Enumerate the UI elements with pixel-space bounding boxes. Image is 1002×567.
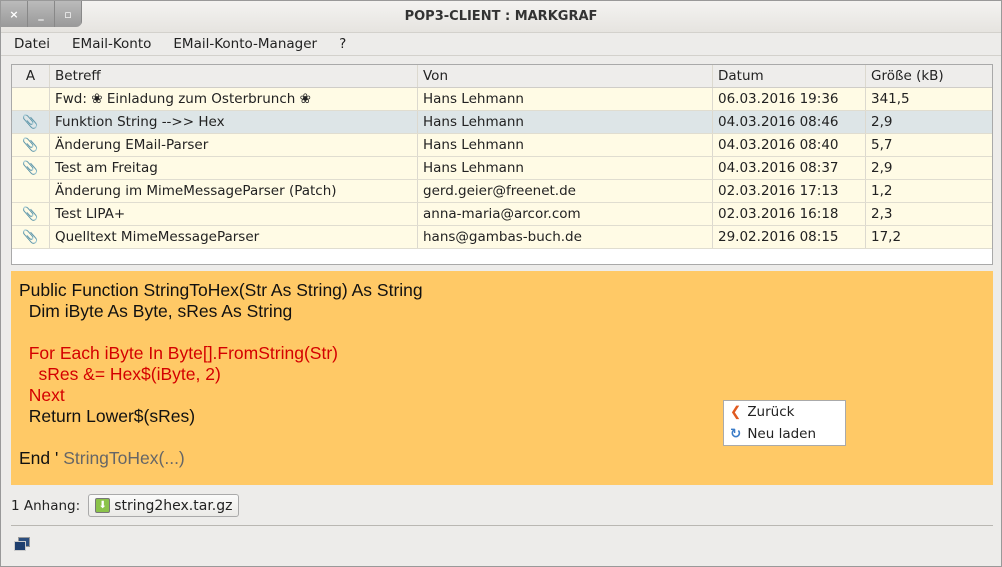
attachment-button[interactable]: ⬇ string2hex.tar.gz [88, 494, 240, 517]
table-header: A Betreff Von Datum Größe (kB) [12, 65, 992, 88]
context-menu: ❮ Zurück ↻ Neu laden [723, 400, 846, 446]
code-line: Public Function StringToHex(Str As Strin… [19, 280, 423, 300]
mail-list: A Betreff Von Datum Größe (kB) Fwd: ❀ Ei… [11, 64, 993, 265]
table-row[interactable]: Fwd: ❀ Einladung zum Osterbrunch ❀ Hans … [12, 88, 992, 111]
menu-datei[interactable]: Datei [14, 36, 51, 52]
size-cell: 5,7 [871, 137, 893, 153]
date-cell: 02.03.2016 17:13 [713, 180, 866, 202]
context-item-back[interactable]: ❮ Zurück [724, 401, 845, 423]
download-icon: ⬇ [95, 498, 111, 513]
code-line: End ' StringToHex(...) [19, 448, 185, 469]
from-cell: Hans Lehmann [418, 88, 713, 110]
context-item-reload[interactable]: ↻ Neu laden [724, 423, 845, 445]
divider [11, 525, 993, 526]
column-header-size[interactable]: Größe (kB) [871, 68, 944, 84]
attachment-cell [12, 180, 50, 202]
menu-bar: Datei EMail-Konto EMail-Konto-Manager ? [1, 34, 1001, 56]
paperclip-icon: 📎 [22, 161, 39, 176]
paperclip-icon: 📎 [22, 207, 39, 222]
date-cell: 04.03.2016 08:37 [713, 157, 866, 179]
back-arrow-icon: ❮ [730, 404, 742, 420]
date-cell: 04.03.2016 08:46 [713, 111, 866, 133]
attachment-count-label: 1 Anhang: [11, 497, 81, 514]
subject-cell: Änderung EMail-Parser [50, 134, 418, 156]
date-cell: 02.03.2016 16:18 [713, 203, 866, 225]
attachment-cell: 📎 [12, 157, 50, 179]
code-line: Dim iByte As Byte, sRes As String [19, 301, 293, 321]
close-button[interactable]: × [1, 1, 28, 27]
table-row[interactable]: 📎 Änderung EMail-Parser Hans Lehmann 04.… [12, 134, 992, 157]
column-header-date[interactable]: Datum [713, 65, 866, 87]
size-cell: 17,2 [871, 229, 902, 245]
window-controls: × _ ▫ [1, 1, 82, 27]
code-comment: StringToHex(...) [63, 448, 185, 468]
size-cell: 341,5 [871, 91, 910, 107]
menu-email-konto[interactable]: EMail-Konto [72, 36, 152, 52]
paperclip-icon: 📎 [22, 138, 39, 153]
message-body[interactable]: Public Function StringToHex(Str As Strin… [11, 271, 993, 485]
subject-cell: Test am Freitag [50, 157, 418, 179]
attachment-cell: 📎 [12, 111, 50, 133]
code-line: Next [19, 385, 65, 405]
attachment-bar: 1 Anhang: ⬇ string2hex.tar.gz [11, 494, 240, 517]
table-row[interactable]: 📎 Quelltext MimeMessageParser hans@gamba… [12, 226, 992, 249]
network-icon[interactable] [14, 537, 30, 553]
attachment-cell: 📎 [12, 134, 50, 156]
context-item-label: Neu laden [747, 426, 817, 442]
paperclip-icon: 📎 [22, 230, 39, 245]
reload-icon: ↻ [730, 426, 742, 442]
paperclip-icon: 📎 [22, 115, 39, 130]
code-line: For Each iByte In Byte[].FromString(Str) [19, 343, 338, 363]
from-cell: Hans Lehmann [418, 157, 713, 179]
attachment-cell: 📎 [12, 226, 50, 248]
subject-cell: Änderung im MimeMessageParser (Patch) [50, 180, 418, 202]
size-cell: 2,9 [871, 160, 893, 176]
subject-cell: Fwd: ❀ Einladung zum Osterbrunch ❀ [50, 88, 418, 110]
date-cell: 04.03.2016 08:40 [713, 134, 866, 156]
attachment-filename: string2hex.tar.gz [114, 497, 233, 514]
date-cell: 29.02.2016 08:15 [713, 226, 866, 248]
minimize-button[interactable]: _ [28, 1, 55, 27]
maximize-button[interactable]: ▫ [55, 1, 82, 27]
menu-help[interactable]: ? [339, 36, 347, 52]
table-row[interactable]: 📎 Test LIPA+ anna-maria@arcor.com 02.03.… [12, 203, 992, 226]
from-cell: Hans Lehmann [418, 134, 713, 156]
size-cell: 2,9 [871, 114, 893, 130]
subject-cell: Quelltext MimeMessageParser [50, 226, 418, 248]
from-cell: gerd.geier@freenet.de [418, 180, 713, 202]
date-cell: 06.03.2016 19:36 [713, 88, 866, 110]
subject-cell: Funktion String -->> Hex [50, 111, 418, 133]
title-bar: × _ ▫ POP3-CLIENT : MARKGRAF [1, 1, 1001, 33]
table-row[interactable]: Änderung im MimeMessageParser (Patch) ge… [12, 180, 992, 203]
subject-cell: Test LIPA+ [50, 203, 418, 225]
from-cell: hans@gambas-buch.de [418, 226, 713, 248]
table-row[interactable]: 📎 Test am Freitag Hans Lehmann 04.03.201… [12, 157, 992, 180]
context-item-label: Zurück [747, 404, 795, 420]
size-cell: 2,3 [871, 206, 893, 222]
column-header-attachment[interactable]: A [12, 65, 50, 87]
window-title: POP3-CLIENT : MARKGRAF [404, 9, 598, 24]
column-header-subject[interactable]: Betreff [50, 65, 418, 87]
attachment-cell: 📎 [12, 203, 50, 225]
code-text: End ' [19, 448, 64, 468]
from-cell: Hans Lehmann [418, 111, 713, 133]
code-line: sRes &= Hex$(iByte, 2) [19, 364, 221, 384]
attachment-cell [12, 88, 50, 110]
menu-email-konto-manager[interactable]: EMail-Konto-Manager [173, 36, 318, 52]
size-cell: 1,2 [871, 183, 893, 199]
from-cell: anna-maria@arcor.com [418, 203, 713, 225]
column-header-from[interactable]: Von [418, 65, 713, 87]
table-row[interactable]: 📎 Funktion String -->> Hex Hans Lehmann … [12, 111, 992, 134]
code-line: Return Lower$(sRes) [19, 406, 196, 426]
